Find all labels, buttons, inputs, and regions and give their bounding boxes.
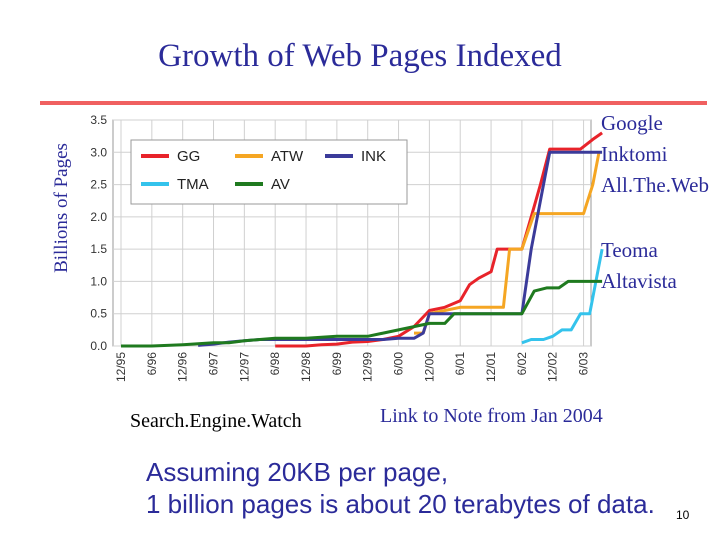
title-rule: [40, 101, 707, 105]
y-tick-label: 2.0: [90, 210, 107, 224]
legend-label-ink: INK: [361, 148, 386, 165]
x-tick-label: 6/96: [145, 352, 159, 376]
y-tick-label: 1.5: [90, 242, 107, 256]
x-tick-label: 12/97: [237, 352, 251, 382]
x-tick-label: 6/00: [392, 352, 406, 376]
series-line-tma: [521, 248, 604, 345]
legend-label-atw: ATW: [271, 148, 304, 165]
series-line-gg: [275, 131, 603, 348]
y-tick-label: 3.0: [90, 145, 107, 159]
assumption-text: Assuming 20KB per page, 1 billion pages …: [146, 456, 655, 520]
assumption-line-2: 1 billion pages is about 20 terabytes of…: [146, 489, 655, 519]
x-tick-label: 6/03: [577, 352, 591, 376]
x-tick-label: 12/02: [546, 352, 560, 382]
x-tick-label: 6/99: [330, 352, 344, 376]
x-tick-label: 12/00: [422, 352, 436, 382]
label-inktomi: Inktomi: [601, 142, 668, 166]
x-tick-label: 12/01: [484, 352, 498, 382]
x-tick-label: 12/99: [361, 352, 375, 382]
x-tick-label: 6/98: [268, 352, 282, 376]
y-tick-label: 0.0: [90, 339, 107, 353]
legend-label-av: AV: [271, 176, 290, 193]
legend-label-tma: TMA: [177, 176, 209, 193]
note-link[interactable]: Link to Note from Jan 2004: [380, 405, 603, 427]
x-tick-label: 12/96: [176, 352, 190, 382]
label-alltheweb: All.The.Web: [601, 173, 709, 197]
label-teoma: Teoma: [601, 238, 658, 262]
y-tick-label: 1.0: [90, 274, 107, 288]
y-tick-label: 2.5: [90, 178, 107, 192]
slide-title: Growth of Web Pages Indexed: [158, 38, 562, 74]
source-credit: Search.Engine.Watch: [130, 410, 302, 432]
x-tick-label: 6/02: [515, 352, 529, 376]
x-tick-label: 12/95: [114, 352, 128, 382]
series-line-av: [121, 279, 603, 348]
legend-label-gg: GG: [177, 148, 200, 165]
label-altavista: Altavista: [601, 269, 677, 293]
x-tick-label: 6/01: [453, 352, 467, 376]
y-tick-label: 0.5: [90, 307, 107, 321]
x-tick-label: 12/98: [299, 352, 313, 382]
plot-area: 0.0 0.5 1.0 1.5 2.0 2.5 3.0 3.5 12/95 6/96 12/96 6/…: [90, 113, 604, 382]
y-tick-label: 3.5: [90, 113, 107, 127]
page-number: 10: [676, 508, 690, 522]
x-tick-label: 6/97: [207, 352, 221, 376]
legend-box: [130, 139, 408, 205]
label-google: Google: [601, 111, 663, 135]
assumption-line-1: Assuming 20KB per page,: [146, 457, 449, 487]
